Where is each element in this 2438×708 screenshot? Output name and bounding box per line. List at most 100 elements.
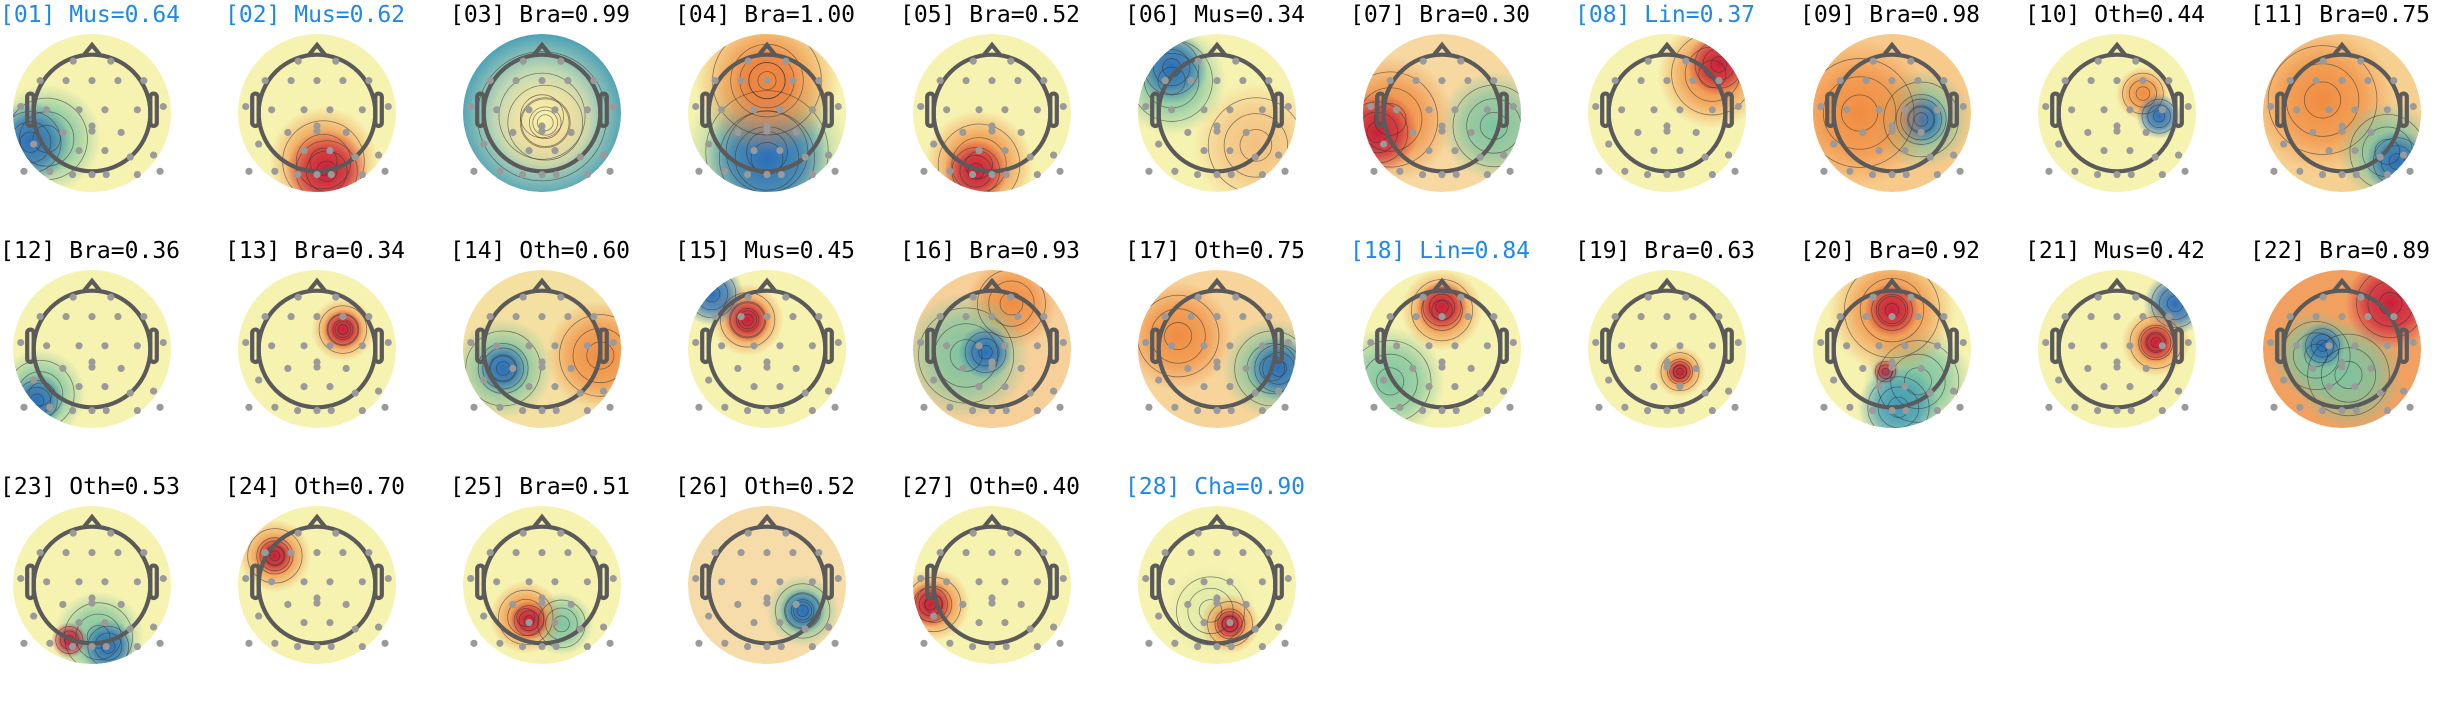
electrode-dot bbox=[1731, 403, 1739, 411]
component-18[interactable]: [18] Lin=0.84 bbox=[1350, 236, 1575, 472]
component-21[interactable]: [21] Mus=0.42 bbox=[2025, 236, 2250, 472]
component-13[interactable]: [13] Bra=0.34 bbox=[225, 236, 450, 472]
electrode-dot bbox=[777, 642, 785, 651]
electrode-dot bbox=[763, 549, 771, 557]
electrode-dot bbox=[1843, 106, 1851, 114]
electrode-dot bbox=[763, 358, 771, 366]
electrode-dot bbox=[551, 147, 559, 155]
component-01[interactable]: [01] Mus=0.64 bbox=[0, 0, 225, 236]
component-19[interactable]: [19] Bra=0.63 bbox=[1575, 236, 1800, 472]
component-02[interactable]: [02] Mus=0.62 bbox=[225, 0, 450, 236]
electrode-dot bbox=[2126, 342, 2134, 350]
nose-icon bbox=[1431, 41, 1453, 57]
electrode-dot bbox=[2087, 77, 2095, 85]
component-28[interactable]: [28] Cha=0.90 bbox=[1125, 472, 1350, 708]
electrode-dot bbox=[1611, 77, 1619, 85]
electrode-dot bbox=[975, 619, 983, 627]
electrode-dot bbox=[1676, 342, 1684, 350]
electrode-dot bbox=[1200, 106, 1208, 114]
component-25[interactable]: [25] Bra=0.51 bbox=[450, 472, 675, 708]
electrode-dot bbox=[2367, 364, 2375, 373]
electrode-dot bbox=[2357, 57, 2365, 65]
component-17[interactable]: [17] Oth=0.75 bbox=[1125, 236, 1350, 472]
electrode-dot bbox=[365, 313, 373, 321]
electrode-dot bbox=[1251, 625, 1259, 633]
electrode-dot bbox=[1483, 342, 1491, 350]
component-24[interactable]: [24] Oth=0.70 bbox=[225, 472, 450, 708]
electrode-dot bbox=[1049, 387, 1058, 395]
electrode-dot bbox=[1663, 127, 1671, 135]
component-title: [25] Bra=0.51 bbox=[450, 474, 631, 500]
component-26[interactable]: [26] Oth=0.52 bbox=[675, 472, 900, 708]
electrode-dot bbox=[590, 313, 598, 321]
electrode-dot bbox=[1869, 57, 1877, 65]
electrode-dot bbox=[1888, 358, 1896, 366]
electrode-dot bbox=[101, 578, 109, 586]
electrode-dot bbox=[68, 406, 77, 415]
electrode-dot bbox=[1049, 623, 1058, 631]
electrode-dot bbox=[695, 167, 703, 175]
component-03[interactable]: [03] Bra=0.99 bbox=[450, 0, 675, 236]
component-15[interactable]: [15] Mus=0.45 bbox=[675, 236, 900, 472]
electrode-dot bbox=[300, 619, 308, 627]
electrode-dot bbox=[326, 106, 334, 114]
electrode-dot bbox=[1476, 389, 1484, 397]
electrode-dot bbox=[1595, 167, 1603, 175]
electrode-dot bbox=[358, 106, 366, 114]
component-22[interactable]: [22] Bra=0.89 bbox=[2250, 236, 2438, 472]
electrode-dot bbox=[789, 549, 797, 557]
electrode-dot bbox=[2280, 140, 2288, 148]
electrode-dot bbox=[2409, 338, 2417, 347]
component-04[interactable]: [04] Bra=1.00 bbox=[675, 0, 900, 236]
component-10[interactable]: [10] Oth=0.44 bbox=[2025, 0, 2250, 236]
electrode-dot bbox=[2376, 389, 2384, 397]
electrode-dot bbox=[743, 406, 752, 415]
left-ear-icon bbox=[1375, 327, 1386, 365]
component-27[interactable]: [27] Oth=0.40 bbox=[900, 472, 1125, 708]
electrode-dot bbox=[1274, 151, 1283, 159]
component-11[interactable]: [11] Bra=0.75 bbox=[2250, 0, 2438, 236]
electrode-dot bbox=[2309, 128, 2317, 137]
electrode-dot bbox=[1281, 639, 1289, 647]
topomap bbox=[1587, 33, 1747, 193]
electrode-dot bbox=[313, 642, 321, 651]
electrode-dot bbox=[101, 342, 109, 350]
electrode-dot bbox=[1888, 77, 1896, 85]
component-07[interactable]: [07] Bra=0.30 bbox=[1350, 0, 1575, 236]
contour-line bbox=[87, 625, 130, 665]
component-20[interactable]: [20] Bra=0.92 bbox=[1800, 236, 2025, 472]
electrode-dot bbox=[1007, 57, 1015, 65]
contour-line bbox=[735, 308, 760, 332]
component-08[interactable]: [08] Lin=0.37 bbox=[1575, 0, 1800, 236]
component-14[interactable]: [14] Oth=0.60 bbox=[450, 236, 675, 472]
electrode-dot bbox=[1490, 77, 1498, 85]
electrode-dot bbox=[374, 623, 383, 631]
contour-line bbox=[337, 324, 349, 335]
electrode-dot bbox=[988, 358, 996, 366]
nose-icon bbox=[531, 277, 553, 293]
electrode-dot bbox=[1184, 128, 1192, 137]
electrode-dot bbox=[1258, 642, 1266, 651]
electrode-dot bbox=[2113, 127, 2121, 135]
component-09[interactable]: [09] Bra=0.98 bbox=[1800, 0, 2025, 236]
electrode-dot bbox=[557, 57, 565, 65]
electrode-dot bbox=[2383, 170, 2391, 179]
component-12[interactable]: [12] Bra=0.36 bbox=[0, 236, 225, 472]
component-16[interactable]: [16] Bra=0.93 bbox=[900, 236, 1125, 472]
electrode-dot bbox=[2296, 167, 2304, 175]
electrode-dot bbox=[721, 639, 729, 647]
electrode-dot bbox=[2071, 167, 2079, 175]
electrode-dot bbox=[518, 170, 527, 179]
electrode-dot bbox=[743, 170, 752, 179]
component-05[interactable]: [05] Bra=0.52 bbox=[900, 0, 1125, 236]
electrode-dot bbox=[2042, 338, 2050, 347]
electrode-dot bbox=[493, 578, 501, 586]
contour-line bbox=[2135, 86, 2151, 101]
component-06[interactable]: [06] Mus=0.34 bbox=[1125, 0, 1350, 236]
component-23[interactable]: [23] Oth=0.53 bbox=[0, 472, 225, 708]
electrode-dot bbox=[1611, 313, 1619, 321]
electrode-dot bbox=[1258, 170, 1266, 179]
electrode-dot bbox=[2383, 406, 2391, 415]
electrode-dot bbox=[1226, 342, 1234, 350]
electrode-dot bbox=[486, 77, 494, 85]
